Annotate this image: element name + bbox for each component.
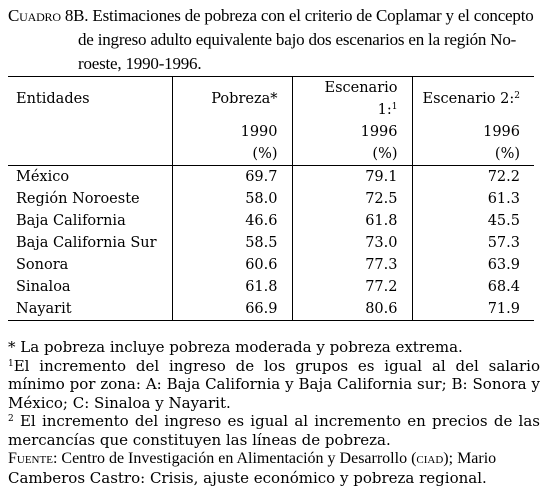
caption-line-1: Estimaciones de pobreza con el criterio …	[92, 6, 534, 25]
note-scenario-1: 1El incremento del ingreso de los grupos…	[8, 356, 540, 412]
header-escenario-1: Escenario 1:1	[291, 76, 412, 121]
table-row: Sinaloa 61.8 77.2 68.4	[8, 276, 534, 298]
table-caption: Cuadro 8B. Estimaciones de pobreza con e…	[8, 4, 534, 76]
source-note: Fuente: Centro de Investigación en Alime…	[8, 450, 497, 487]
note-scenario-2: 2 El incremento del ingreso es igual al …	[8, 412, 540, 449]
table-row: Sonora 60.6 77.3 63.9	[8, 254, 534, 276]
table-row: Nayarit 66.9 80.6 71.9	[8, 298, 534, 321]
table-row: Región Noroeste 58.0 72.5 61.3	[8, 188, 534, 210]
header-entidades: Entidades	[8, 76, 172, 121]
caption-line-3: roeste, 1990-1996.	[78, 54, 202, 73]
header-unit-1: (%)	[171, 143, 292, 166]
header-year-1996-a: 1996	[291, 121, 412, 143]
table-row: México 69.7 79.1 72.2	[8, 165, 534, 188]
table-notes: * La pobreza incluye pobreza moderada y …	[8, 338, 540, 487]
header-year-1996-b: 1996	[411, 121, 534, 143]
header-unit-3: (%)	[411, 143, 534, 166]
table-row: Baja California Sur 58.5 73.0 57.3	[8, 232, 534, 254]
note-poverty: * La pobreza incluye pobreza moderada y …	[8, 338, 463, 356]
poverty-table: Entidades Pobreza* Escenario 1:1 Escenar…	[8, 76, 534, 321]
header-year-1990: 1990	[171, 121, 292, 143]
header-escenario-2: Escenario 2:2	[411, 76, 534, 121]
header-pobreza: Pobreza*	[171, 76, 292, 121]
caption-line-2: de ingreso adulto equivalente bajo dos e…	[78, 30, 517, 49]
table-row: Baja California 46.6 61.8 45.5	[8, 210, 534, 232]
source-label: Fuente:	[8, 450, 58, 467]
header-unit-2: (%)	[291, 143, 412, 166]
caption-label: Cuadro 8B.	[8, 6, 89, 25]
